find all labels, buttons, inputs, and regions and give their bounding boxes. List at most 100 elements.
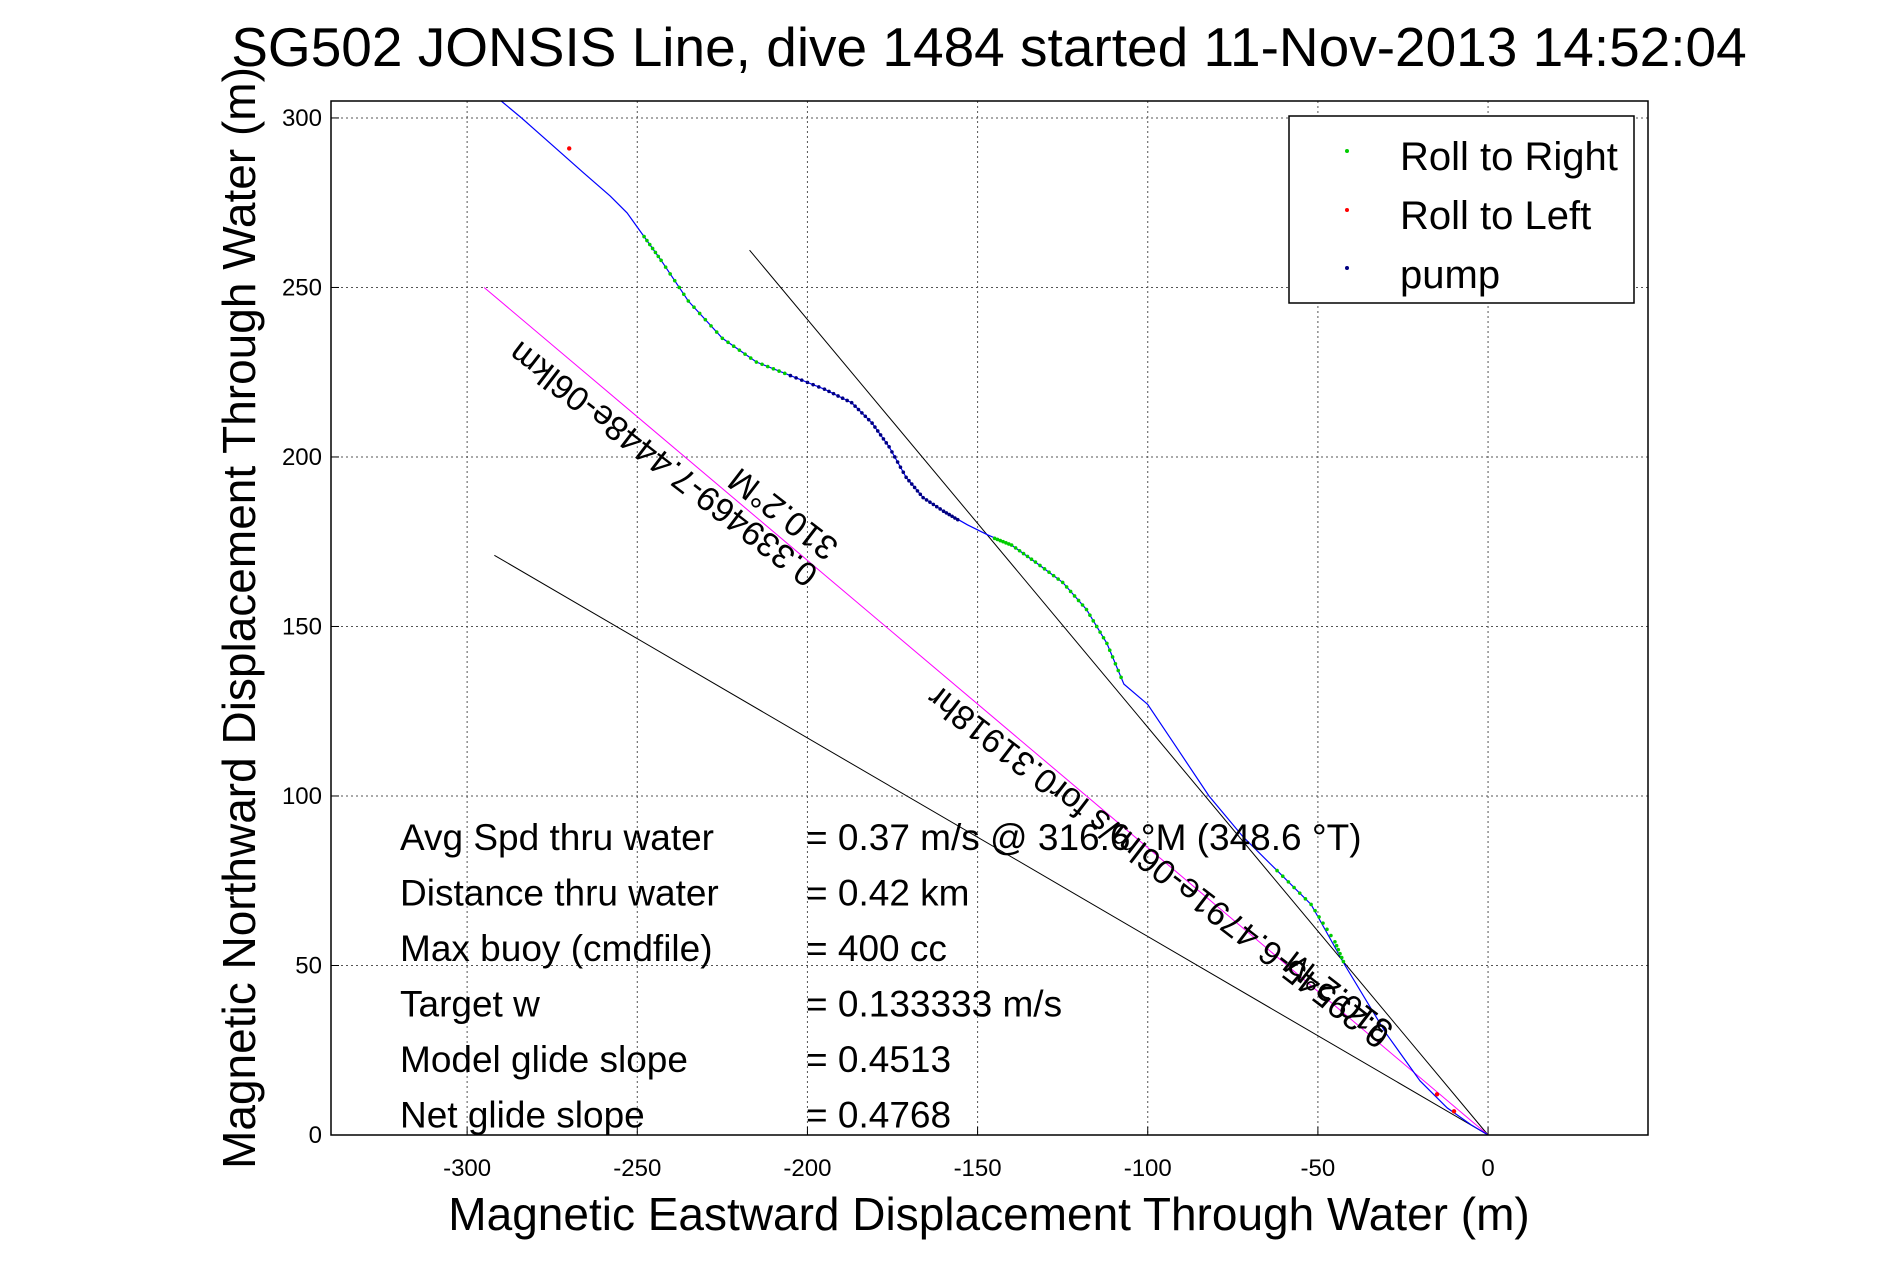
pump-point bbox=[955, 517, 960, 522]
pump-point bbox=[934, 504, 939, 509]
roll-right-point bbox=[765, 364, 770, 369]
pump-point bbox=[881, 437, 886, 441]
pump-point bbox=[887, 444, 891, 449]
pump-point bbox=[924, 498, 929, 502]
pump-point bbox=[884, 441, 889, 445]
pump-point bbox=[840, 396, 845, 401]
y-tick-label: 100 bbox=[282, 783, 322, 810]
pump-point bbox=[907, 478, 911, 483]
pump-point bbox=[875, 429, 880, 433]
stat-label: Target w bbox=[400, 984, 540, 1025]
glide-guide-line bbox=[494, 554, 1489, 1136]
pump-point bbox=[921, 495, 925, 500]
roll-right-point bbox=[995, 537, 1000, 542]
stat-value: = 0.42 km bbox=[806, 873, 970, 914]
roll-right-point bbox=[1084, 607, 1089, 612]
stat-label: Net glide slope bbox=[400, 1095, 645, 1136]
y-tick-label: 250 bbox=[282, 274, 322, 301]
stats-block: Avg Spd thru water = 0.37 m/s @ 316.6 °M … bbox=[400, 817, 1362, 1136]
roll-right-point bbox=[1051, 573, 1056, 578]
roll-right-point bbox=[1334, 943, 1339, 948]
roll-right-point bbox=[1038, 563, 1042, 568]
y-tick-label: 0 bbox=[309, 1122, 322, 1149]
roll-right-point bbox=[777, 369, 781, 373]
series-layer bbox=[500, 100, 1489, 1136]
y-tick-label: 50 bbox=[295, 952, 322, 979]
roll-right-point bbox=[656, 254, 661, 259]
x-tick-label: -250 bbox=[613, 1155, 661, 1182]
roll-right-point bbox=[1303, 897, 1308, 901]
y-tick-label: 300 bbox=[282, 105, 322, 132]
legend-label-pump: pump bbox=[1400, 253, 1500, 297]
pump-point bbox=[866, 417, 871, 422]
roll-right-point bbox=[686, 299, 691, 303]
roll-right-point bbox=[668, 272, 672, 276]
pump-point bbox=[831, 391, 836, 396]
x-tick-label: -300 bbox=[443, 1155, 491, 1182]
pump-point bbox=[811, 382, 815, 387]
roll-right-point bbox=[1060, 580, 1065, 585]
roll-right-point bbox=[653, 250, 658, 255]
roll-right-point bbox=[748, 356, 753, 360]
roll-right-point bbox=[1068, 589, 1073, 594]
pump-point bbox=[928, 500, 932, 504]
roll-right-point bbox=[1088, 613, 1092, 617]
roll-left-point bbox=[567, 146, 572, 151]
pump-point bbox=[953, 516, 957, 520]
average-heading-line bbox=[483, 287, 1489, 1136]
roll-left-point bbox=[1434, 1092, 1440, 1097]
roll-right-point bbox=[1325, 927, 1329, 932]
x-tick-label: -200 bbox=[783, 1155, 831, 1182]
pump-point bbox=[890, 450, 894, 454]
pump-point bbox=[849, 400, 854, 405]
roll-right-point bbox=[697, 311, 702, 316]
stat-label: Max buoy (cmdfile) bbox=[400, 928, 713, 969]
roll-right-point bbox=[1076, 598, 1081, 603]
pump-point bbox=[941, 509, 946, 514]
roll-right-point bbox=[1094, 624, 1099, 629]
roll-right-point bbox=[1110, 655, 1115, 659]
pump-point bbox=[909, 482, 914, 486]
pump-point bbox=[895, 460, 900, 464]
roll-right-point bbox=[1338, 951, 1342, 956]
y-tick-label: 200 bbox=[282, 444, 322, 471]
x-tick-label: -150 bbox=[954, 1155, 1002, 1182]
roll-right-point bbox=[720, 336, 725, 341]
roll-right-point bbox=[645, 238, 649, 243]
pump-point bbox=[892, 455, 897, 459]
roll-right-point bbox=[1329, 933, 1333, 938]
legend-marker-roll-right bbox=[1345, 149, 1349, 153]
pump-point bbox=[873, 425, 877, 429]
y-tick-label: 150 bbox=[282, 613, 322, 640]
pump-point bbox=[827, 389, 831, 394]
legend-marker-roll-left bbox=[1345, 208, 1349, 212]
roll-right-point bbox=[1105, 641, 1109, 646]
pump-point bbox=[944, 511, 949, 515]
roll-right-point bbox=[1098, 630, 1102, 634]
pump-point bbox=[805, 380, 810, 385]
pump-point bbox=[856, 407, 861, 412]
pump-point bbox=[950, 514, 954, 519]
pump-point bbox=[901, 470, 906, 475]
pump-point bbox=[918, 492, 923, 497]
stat-value: = 400 cc bbox=[806, 928, 947, 969]
x-tick-label: 0 bbox=[1481, 1155, 1494, 1182]
pump-point bbox=[912, 485, 917, 490]
roll-right-point bbox=[743, 352, 747, 356]
roll-right-point bbox=[1280, 874, 1285, 879]
roll-right-point bbox=[754, 360, 759, 364]
x-axis-label: Magnetic Eastward Displacement Through W… bbox=[448, 1188, 1529, 1240]
stat-value: = 0.4513 bbox=[806, 1039, 951, 1080]
pump-point bbox=[860, 411, 864, 415]
roll-right-point bbox=[992, 536, 997, 541]
roll-right-point bbox=[647, 242, 652, 247]
legend-label-roll-left: Roll to Left bbox=[1400, 194, 1591, 238]
pump-point bbox=[915, 489, 920, 493]
roll-right-point bbox=[1056, 577, 1060, 581]
plot-frame bbox=[330, 100, 1649, 1136]
pump-point bbox=[799, 378, 804, 382]
roll-right-point bbox=[1275, 868, 1279, 873]
pump-point bbox=[822, 387, 827, 391]
pump-point bbox=[904, 475, 908, 480]
